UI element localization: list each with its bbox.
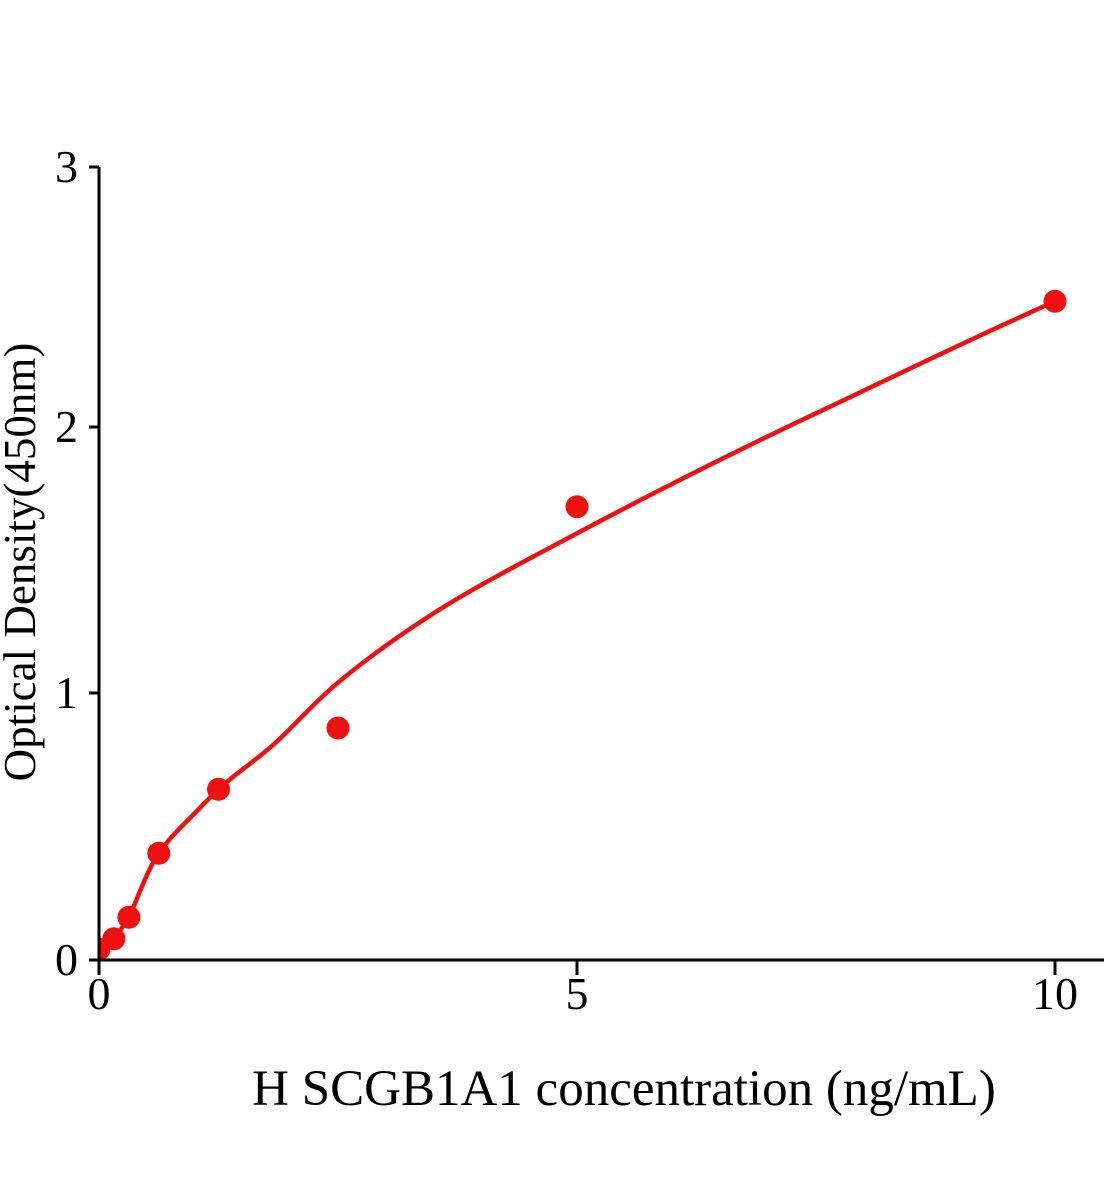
svg-text:2: 2 — [55, 401, 78, 452]
svg-text:0: 0 — [88, 968, 111, 1019]
svg-text:0: 0 — [55, 934, 78, 985]
svg-text:10: 10 — [1032, 968, 1078, 1019]
svg-text:5: 5 — [566, 968, 589, 1019]
svg-text:3: 3 — [55, 141, 78, 192]
svg-text:H SCGB1A1 concentration (ng/mL: H SCGB1A1 concentration (ng/mL) — [252, 1061, 996, 1117]
svg-text:1: 1 — [55, 667, 78, 718]
svg-text:Optical Density(450nm): Optical Density(450nm) — [0, 343, 45, 782]
